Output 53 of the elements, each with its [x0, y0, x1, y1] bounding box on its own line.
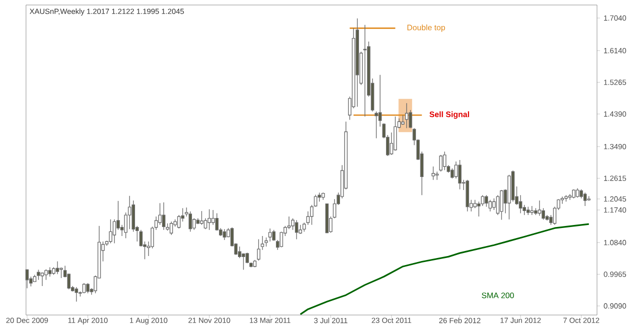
candlestick [60, 267, 63, 278]
candlestick [408, 110, 412, 128]
candlestick [192, 218, 196, 230]
candlestick [484, 194, 488, 208]
candlestick [287, 216, 291, 230]
candlestick [128, 196, 132, 230]
candlestick [204, 218, 208, 230]
candlestick [222, 228, 226, 240]
candlestick [82, 282, 86, 294]
candlestick [518, 194, 522, 214]
candlestick [242, 253, 246, 270]
candlestick [492, 198, 496, 210]
candlestick [583, 192, 587, 206]
candlestick [139, 230, 143, 247]
candlestick [238, 246, 242, 258]
candlestick [268, 228, 272, 242]
candlestick [40, 272, 44, 286]
candlestick [405, 102, 408, 128]
candlestick [86, 282, 90, 294]
candlestick [374, 111, 378, 139]
candlestick [188, 211, 192, 232]
candlestick [310, 204, 314, 226]
candlestick [394, 116, 397, 151]
candlestick [576, 188, 580, 198]
candlestick [500, 190, 504, 220]
candlestick [48, 266, 52, 277]
candlestick [530, 206, 534, 216]
candlestick [177, 214, 181, 229]
candlestick [272, 230, 276, 242]
candlestick [108, 219, 112, 244]
candlestick [280, 231, 284, 248]
candlestick [458, 160, 462, 190]
candlestick [363, 24, 367, 117]
candlestick [162, 202, 166, 230]
candlestick [439, 154, 442, 172]
candlestick [44, 269, 48, 280]
candlestick [488, 199, 492, 212]
candlestick [112, 219, 116, 244]
candlestick [480, 194, 484, 206]
candlestick [36, 269, 40, 280]
candlestick [200, 210, 204, 226]
candlestick [442, 151, 446, 170]
candlestick [256, 238, 260, 262]
candlestick [74, 286, 78, 302]
candlestick [401, 114, 405, 126]
candlestick [208, 208, 211, 230]
candlestick [294, 220, 298, 240]
candlestick [56, 261, 60, 274]
line-series [300, 223, 590, 316]
candlestick [538, 200, 542, 216]
candlestick [158, 202, 162, 226]
candlestick [170, 221, 173, 236]
candlestick [432, 166, 435, 180]
